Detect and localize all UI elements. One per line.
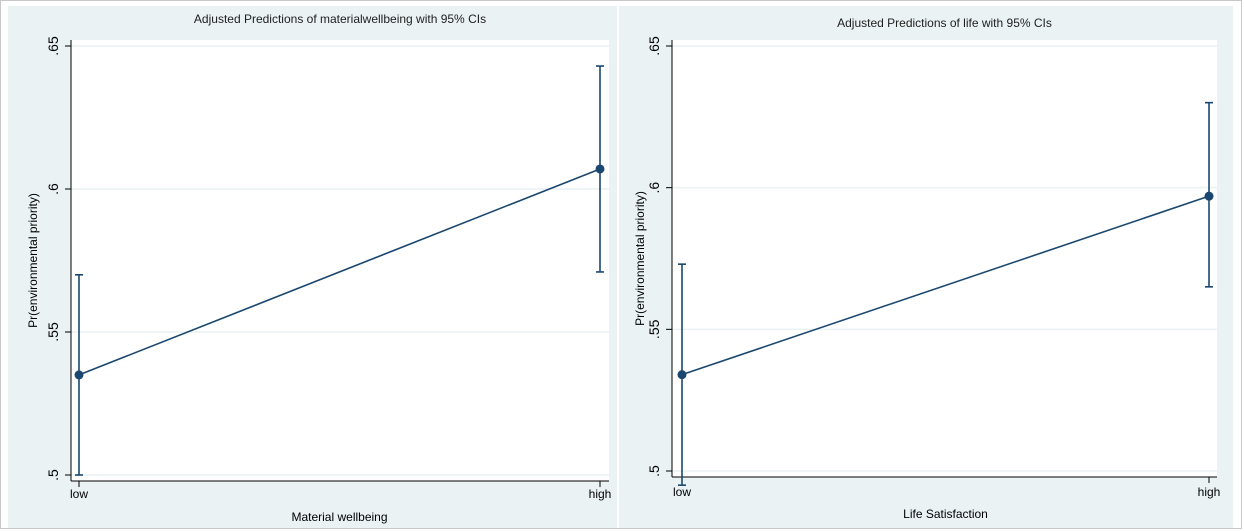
y-tick-label: .5 xyxy=(45,469,61,481)
axes xyxy=(666,40,1217,483)
gridlines xyxy=(71,45,609,476)
y-tick-label: .5 xyxy=(646,465,662,477)
x-tick-label: low xyxy=(70,487,88,501)
y-axis-label: Pr(environmental priority) xyxy=(633,191,647,326)
data-point xyxy=(74,370,84,380)
data-point xyxy=(595,164,605,174)
x-tick-label: high xyxy=(1198,485,1221,499)
y-tick-label: .6 xyxy=(646,182,662,194)
chart-svg-material-wellbeing: .5 .55 .6 .65 low high Adjusted Predictions … xyxy=(26,12,611,524)
chart-panel-life-satisfaction: .5 .55 .6 .65 low high Adjusted Predictions … xyxy=(619,6,1233,528)
series xyxy=(677,101,1214,486)
chart-svg-life-satisfaction: .5 .55 .6 .65 low high Adjusted Predictions … xyxy=(633,16,1220,521)
plot-area xyxy=(71,40,609,481)
chart-panel-material-wellbeing: .5 .55 .6 .65 low high Adjusted Predictions … xyxy=(8,6,617,528)
y-axis-label: Pr(environmental priority) xyxy=(26,193,40,328)
gridlines xyxy=(672,45,1217,472)
chart-title: Adjusted Predictions of materialwellbein… xyxy=(194,12,486,26)
y-tick-labels: .5 .55 .6 .65 xyxy=(646,36,662,477)
x-tick-labels: low high xyxy=(70,487,611,501)
data-point xyxy=(1204,191,1214,201)
series xyxy=(74,65,605,476)
x-axis-label: Material wellbeing xyxy=(291,510,387,524)
y-tick-label: .55 xyxy=(646,319,662,339)
y-tick-label: .55 xyxy=(45,322,61,342)
data-point xyxy=(677,370,687,380)
y-tick-label: .65 xyxy=(45,36,61,56)
x-tick-label: high xyxy=(589,487,612,501)
x-axis-label: Life Satisfaction xyxy=(903,507,988,521)
series-line xyxy=(681,195,1210,376)
y-tick-label: .6 xyxy=(45,183,61,195)
series-line xyxy=(78,168,601,376)
x-tick-labels: low high xyxy=(673,485,1220,499)
axes xyxy=(65,40,609,487)
plot-area xyxy=(672,40,1217,477)
y-tick-label: .65 xyxy=(646,36,662,56)
chart-title: Adjusted Predictions of life with 95% CI… xyxy=(837,16,1052,30)
y-tick-labels: .5 .55 .6 .65 xyxy=(45,36,61,481)
x-tick-label: low xyxy=(673,485,691,499)
